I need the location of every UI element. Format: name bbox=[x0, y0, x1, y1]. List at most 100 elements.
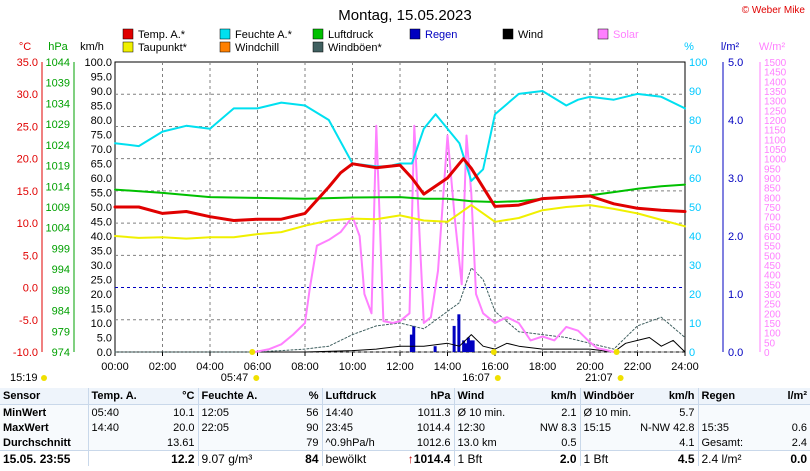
series-line-temp-a bbox=[113, 157, 687, 222]
y-tick-solar: 1250 bbox=[764, 106, 787, 117]
y-tick-kmh: 50.0 bbox=[91, 202, 112, 214]
rain-bar bbox=[469, 340, 473, 352]
y-tick-kmh: 20.0 bbox=[91, 289, 112, 301]
y-axis-ticks: 35.0 30.0 25.0 20.0 15.0 10.0 5.0 0.0 -5.0 -10.0 1… bbox=[13, 57, 787, 359]
y-tick-temp: 20.0 bbox=[17, 154, 38, 166]
axis-unit-kmh: km/h bbox=[80, 41, 104, 53]
statistics-cell: 84 bbox=[274, 450, 323, 466]
statistics-cell: hPa bbox=[388, 388, 455, 405]
statistics-cell: 15.05. 23:55 bbox=[0, 450, 89, 466]
statistics-cell: km/h bbox=[634, 388, 699, 405]
rain-bar bbox=[452, 325, 456, 352]
y-tick-temp: 30.0 bbox=[17, 89, 38, 101]
x-tick-label: 10:00 bbox=[339, 361, 367, 373]
y-tick-solar: 550 bbox=[764, 242, 781, 253]
y-tick-kmh: 95.0 bbox=[91, 72, 112, 84]
statistics-cell: 1 Bft bbox=[454, 450, 526, 466]
y-tick-hpa: 1039 bbox=[46, 78, 70, 90]
y-tick-temp: 10.0 bbox=[17, 218, 38, 230]
rain-bar bbox=[433, 346, 437, 352]
y-tick-kmh: 100.0 bbox=[84, 57, 112, 69]
statistics-cell: Regen bbox=[698, 388, 760, 405]
pressure-trend-arrow-icon: ↑ bbox=[407, 451, 414, 466]
y-tick-hpa: 1004 bbox=[46, 223, 70, 235]
statistics-cell: 0.5 bbox=[526, 435, 581, 451]
y-tick-temp: 25.0 bbox=[17, 121, 38, 133]
series-line-luftdruck bbox=[114, 183, 686, 203]
x-tick-label: 06:00 bbox=[244, 361, 272, 373]
y-tick-pct: 60 bbox=[689, 173, 701, 185]
statistics-cell: 2.0 bbox=[526, 450, 581, 466]
sun-icon bbox=[253, 375, 260, 381]
statistics-cell: 10.1 bbox=[144, 404, 199, 420]
y-tick-kmh: 10.0 bbox=[91, 318, 112, 330]
sun-marker bbox=[490, 349, 497, 355]
pressure-current-value: 1014.4 bbox=[413, 451, 451, 466]
y-tick-kmh: 85.0 bbox=[91, 101, 112, 113]
series-line-solar bbox=[254, 124, 615, 353]
y-tick-hpa: 1029 bbox=[46, 119, 70, 131]
x-tick-label: 04:00 bbox=[196, 361, 224, 373]
x-tick-label: 02:00 bbox=[149, 361, 177, 373]
axis-unit-solar: W/m² bbox=[759, 41, 786, 53]
legend-swatch bbox=[597, 28, 609, 40]
y-tick-kmh: 80.0 bbox=[91, 115, 112, 127]
y-tick-hpa: 994 bbox=[52, 264, 70, 276]
y-tick-temp: 15.0 bbox=[17, 186, 38, 198]
y-tick-kmh: 70.0 bbox=[91, 144, 112, 156]
sun-icon bbox=[494, 375, 501, 381]
y-tick-solar: 750 bbox=[764, 203, 781, 214]
y-tick-kmh: 45.0 bbox=[91, 217, 112, 229]
y-tick-solar: 1500 bbox=[764, 58, 787, 69]
sun-marker bbox=[613, 349, 620, 355]
legend-label: Taupunkt* bbox=[138, 42, 188, 54]
x-axis-ticks: 00:00 02:00 04:00 06:00 08:00 10:00 12:00 14:00… bbox=[101, 352, 699, 373]
y-tick-hpa: 1024 bbox=[46, 140, 70, 152]
y-tick-pct: 0 bbox=[689, 347, 695, 359]
statistics-cell: 2.1 bbox=[526, 404, 581, 420]
legend-swatch bbox=[502, 28, 514, 40]
x-tick-label: 14:00 bbox=[434, 361, 462, 373]
y-tick-kmh: 0.0 bbox=[97, 347, 112, 359]
statistics-cell: l/m² bbox=[760, 388, 810, 405]
x-tick-label: 20:00 bbox=[576, 361, 604, 373]
statistics-cell: 13.0 km bbox=[454, 435, 526, 451]
y-tick-hpa: 974 bbox=[52, 347, 70, 359]
statistics-cell: 22:05 bbox=[198, 420, 274, 435]
statistics-cell: Temp. A. bbox=[88, 388, 144, 405]
copyright-label: © Weber Mike bbox=[742, 5, 806, 16]
statistics-cell: Ø 10 min. bbox=[454, 404, 526, 420]
y-tick-solar: 400 bbox=[764, 271, 781, 282]
sun-icon bbox=[41, 375, 47, 381]
statistics-cell bbox=[698, 404, 760, 420]
statistics-cell: Ø 10 min. bbox=[580, 404, 634, 420]
y-tick-solar: 50 bbox=[764, 338, 776, 349]
rain-bar bbox=[457, 314, 461, 352]
y-tick-solar: 300 bbox=[764, 290, 781, 301]
statistics-cell: Sensor bbox=[0, 388, 89, 405]
y-tick-hpa: 989 bbox=[52, 285, 70, 297]
y-tick-solar: 200 bbox=[764, 309, 781, 320]
y-tick-solar: 1200 bbox=[764, 116, 787, 127]
statistics-cell: km/h bbox=[526, 388, 581, 405]
statistics-cell: % bbox=[274, 388, 323, 405]
legend-swatch bbox=[219, 41, 231, 53]
y-tick-kmh: 60.0 bbox=[91, 173, 112, 185]
statistics-cell: Wind bbox=[454, 388, 526, 405]
statistics-cell: 12:30 bbox=[454, 420, 526, 435]
y-tick-rain: 5.0 bbox=[728, 57, 743, 69]
y-tick-solar: 800 bbox=[764, 193, 781, 204]
legend-swatch bbox=[409, 28, 421, 40]
statistics-cell: 23:45 bbox=[322, 420, 388, 435]
statistics-cell: 12.2 bbox=[144, 450, 199, 466]
axis-units: °C hPa km/h% l/m² W/m² bbox=[19, 41, 786, 53]
weather-chart: Montag, 15.05.2023 © Weber Mike Temp. A.… bbox=[10, 5, 806, 384]
rain-bar bbox=[466, 337, 470, 352]
x-tick-label: 08:00 bbox=[291, 361, 319, 373]
rain-bar bbox=[471, 340, 475, 352]
y-tick-rain: 2.0 bbox=[728, 231, 743, 243]
y-tick-solar: 350 bbox=[764, 280, 781, 291]
chart-legend: Temp. A.* Feuchte A.* Luftdruck Regen Wind So… bbox=[122, 28, 639, 54]
rain-bar bbox=[409, 334, 413, 352]
y-tick-kmh: 15.0 bbox=[91, 304, 112, 316]
